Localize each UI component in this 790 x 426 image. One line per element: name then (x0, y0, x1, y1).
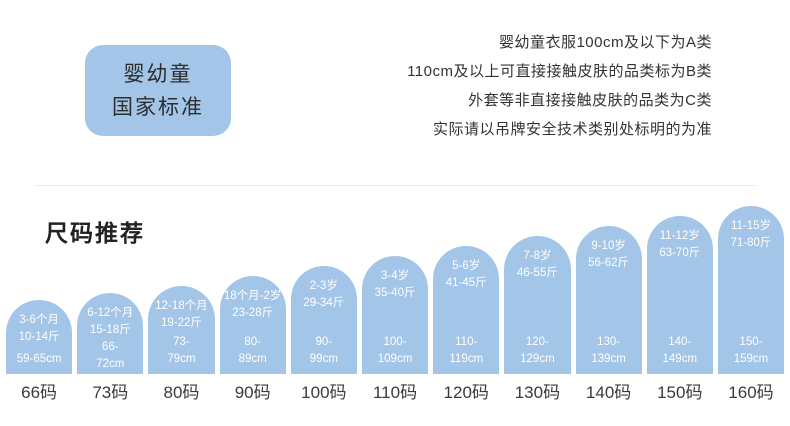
bar-age-weight: 11-12岁 63-70斤 (659, 230, 701, 259)
bar-height-range: 140- 149cm (662, 336, 698, 365)
size-label: 110码 (372, 383, 418, 402)
bar-age-weight: 12-18个月 19-22斤 (155, 300, 208, 329)
size-column: 12-18个月 19-22斤 73- 79cm 80码 (148, 286, 215, 403)
size-bar: 3-4岁 35-40斤 100- 109cm (361, 256, 429, 374)
size-column: 7-8岁 46-55斤 120- 129cm 130码 (504, 236, 571, 403)
size-label: 66码 (21, 383, 58, 402)
size-label: 160码 (728, 383, 774, 402)
size-label: 140码 (585, 383, 632, 402)
size-column: 3-4岁 35-40斤 100- 109cm 110码 (361, 256, 429, 403)
size-label: 100码 (301, 383, 347, 402)
note-line: 110cm及以上可直接接触皮肤的品类标为B类 (407, 63, 712, 80)
note-line: 外套等非直接接触皮肤的品类为C类 (468, 92, 712, 109)
size-label: 120码 (443, 383, 489, 402)
bar-age-weight: 9-10岁 56-62斤 (588, 240, 630, 269)
size-bar: 18个月-2岁 23-28斤 80- 89cm (219, 276, 286, 374)
bar-age-weight: 7-8岁 46-55斤 (516, 250, 558, 279)
bar-age-weight: 6-12个月 15-18斤 (87, 307, 134, 336)
size-label: 90码 (234, 383, 271, 402)
bar-age-weight: 5-6岁 41-45斤 (445, 260, 487, 289)
divider (35, 185, 755, 186)
size-column: 2-3岁 29-34斤 90- 99cm 100码 (290, 266, 357, 403)
size-bar: 5-6岁 41-45斤 110- 119cm (433, 246, 500, 374)
note-line: 婴幼童衣服100cm及以下为A类 (498, 34, 712, 51)
size-column: 9-10岁 56-62斤 130- 139cm 140码 (575, 226, 642, 403)
size-column: 6-12个月 15-18斤 66- 72cm 73码 (77, 293, 144, 403)
size-column: 18个月-2岁 23-28斤 80- 89cm 90码 (219, 276, 286, 403)
bar-height-range: 100- 109cm (377, 336, 413, 365)
size-bar: 12-18个月 19-22斤 73- 79cm (148, 286, 215, 374)
standard-badge: 婴幼童 国家标准 (85, 45, 231, 136)
size-label: 80码 (163, 383, 200, 402)
bar-height-range: 59-65cm (16, 353, 62, 365)
size-bar: 3-6个月 10-14斤 59-65cm (6, 300, 73, 374)
size-label: 73码 (92, 383, 129, 402)
bar-age-weight: 2-3岁 29-34斤 (303, 280, 345, 309)
size-bar: 2-3岁 29-34斤 90- 99cm (290, 266, 357, 374)
size-column: 3-6个月 10-14斤 59-65cm 66码 (6, 300, 73, 403)
size-bar: 11-12岁 63-70斤 140- 149cm (646, 216, 713, 374)
section-title: 尺码推荐 (45, 220, 145, 246)
bar-height-range: 120- 129cm (520, 336, 555, 365)
bar-height-range: 90- 99cm (309, 336, 338, 365)
size-bar: 11-15岁 71-80斤 150- 159cm (717, 206, 785, 374)
bar-height-range: 66- 72cm (96, 341, 125, 370)
size-label: 150码 (657, 383, 703, 402)
size-bar: 6-12个月 15-18斤 66- 72cm (77, 293, 144, 374)
badge-line-1: 婴幼童 (123, 62, 193, 86)
bar-age-weight: 11-15岁 71-80斤 (730, 220, 772, 249)
size-bar: 7-8岁 46-55斤 120- 129cm (504, 236, 571, 374)
bar-age-weight: 3-4岁 35-40斤 (374, 270, 416, 299)
note-line: 实际请以吊牌安全技术类别处标明的为准 (432, 121, 712, 138)
size-chart: 3-6个月 10-14斤 59-65cm 66码 6-12个月 15-18斤 66- 72cm… (6, 206, 785, 403)
bar-height-range: 110- 119cm (449, 336, 484, 365)
bar-height-range: 150- 159cm (733, 336, 769, 365)
bar-height-range: 130- 139cm (591, 336, 626, 365)
size-bar: 9-10岁 56-62斤 130- 139cm (575, 226, 642, 374)
size-label: 130码 (514, 383, 561, 402)
standard-notes: 婴幼童衣服100cm及以下为A类 110cm及以上可直接接触皮肤的品类标为B类 … (407, 28, 712, 144)
size-column: 11-12岁 63-70斤 140- 149cm 150码 (646, 216, 713, 403)
bar-age-weight: 18个月-2岁 23-28斤 (223, 290, 282, 319)
bar-height-range: 80- 89cm (238, 336, 267, 365)
bar-age-weight: 3-6个月 10-14斤 (18, 314, 60, 343)
bar-height-range: 73- 79cm (167, 336, 196, 365)
size-column: 11-15岁 71-80斤 150- 159cm 160码 (717, 206, 785, 403)
size-column: 5-6岁 41-45斤 110- 119cm 120码 (433, 246, 500, 403)
badge-line-2: 国家标准 (112, 95, 204, 119)
